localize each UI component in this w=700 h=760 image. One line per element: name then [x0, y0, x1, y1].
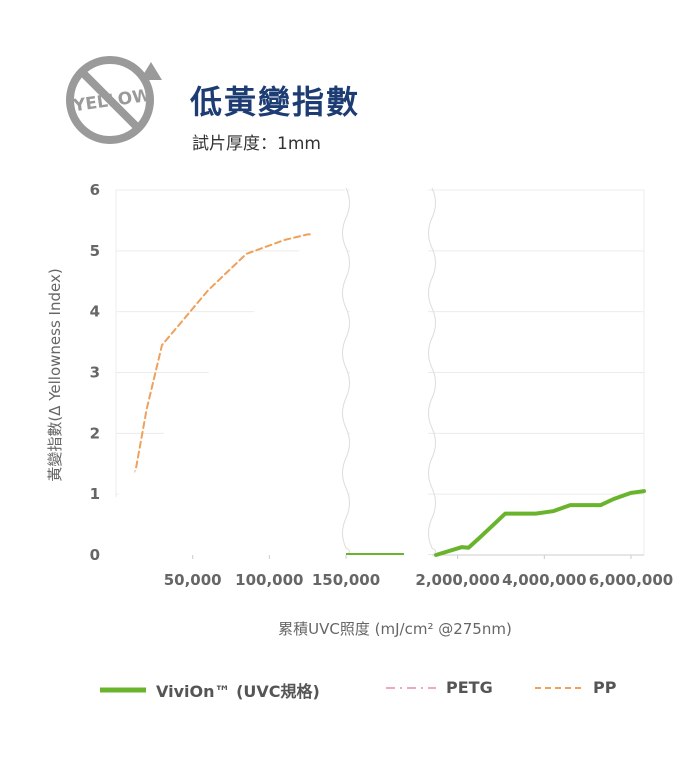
page-subtitle: 試片厚度：1mm: [192, 134, 321, 154]
yellowness-chart: 0 1 2 3 4 5 6 50,000 100,000 150,000 2,000,000 4,0…: [33, 181, 673, 638]
chart-legend: ViviOn™ (UVC規格) PETG PP: [0, 670, 700, 710]
y-tick-label: 1: [90, 485, 100, 503]
y-tick-label: 4: [90, 303, 100, 321]
axis-break-edge-right: [428, 187, 436, 556]
y-tick-label: 6: [90, 181, 100, 199]
x-tick-layer: 50,000 100,000 150,000 2,000,000 4,000,000 6,…: [164, 555, 673, 589]
y-tick-label: 0: [90, 546, 100, 564]
y-tick-label: 5: [90, 242, 100, 260]
y-axis-label: 黃變指數(Δ Yellowness Index): [46, 268, 64, 481]
legend-swatch-vivion: [100, 687, 146, 693]
legend-swatch-petg: [386, 686, 436, 689]
legend-label-pp: PP: [593, 678, 617, 697]
series-layer: [33, 187, 646, 609]
legend-label-petg: PETG: [446, 678, 493, 697]
logo-text: YELLOW: [71, 86, 152, 117]
legend-label-vivion: ViviOn™ (UVC規格): [156, 682, 320, 701]
x-tick-label: 100,000: [235, 571, 303, 589]
axis-break-mask: [33, 188, 432, 609]
series-line-0-segment2: [434, 489, 646, 557]
x-tick-label: 50,000: [164, 571, 222, 589]
legend-swatch-pp: [535, 686, 583, 689]
x-tick-label: 150,000: [312, 571, 380, 589]
y-tick-label: 2: [90, 424, 100, 442]
legend-item-vivion: ViviOn™ (UVC規格): [100, 678, 320, 702]
page-title: 低黃變指數: [190, 83, 361, 121]
axis-break-edge-left: [342, 187, 350, 556]
y-tick-label: 3: [90, 364, 100, 382]
x-tick-label: 6,000,000: [589, 571, 673, 589]
y-tick-layer: 0 1 2 3 4 5 6: [90, 181, 100, 564]
x-tick-label: 2,000,000: [415, 571, 499, 589]
legend-item-petg: PETG: [386, 678, 493, 697]
series-line-2-segment1: [115, 233, 332, 556]
legend-item-pp: PP: [535, 678, 616, 697]
x-tick-label: 4,000,000: [502, 571, 586, 589]
yellow-logo-icon: YELLOW: [66, 56, 162, 144]
axis-break-fill: [350, 188, 428, 555]
x-axis-label: 累積UVC照度 (mJ/cm² @275nm): [278, 620, 512, 638]
